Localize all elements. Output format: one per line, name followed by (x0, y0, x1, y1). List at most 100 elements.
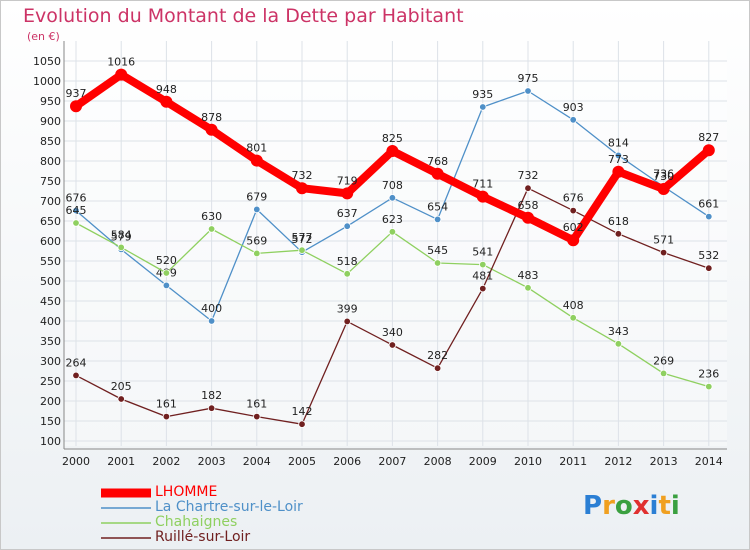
data-point-la-chartre-sur-le-loir (72, 206, 80, 215)
data-point-lhomme (115, 68, 128, 81)
data-point-lhomme (70, 100, 82, 113)
data-label-lhomme: 730 (653, 170, 674, 183)
data-point-ruill-sur-loir (72, 371, 80, 380)
data-point-lhomme (160, 95, 173, 108)
data-label-ruill-sur-loir: 676 (563, 192, 584, 205)
x-tick-label: 2010 (514, 455, 542, 468)
data-point-lhomme (657, 183, 670, 195)
data-label-chahaignes: 408 (563, 299, 584, 312)
data-label-la-chartre-sur-le-loir: 814 (608, 136, 629, 149)
logo-letter: P (583, 491, 603, 521)
data-point-chahaignes (433, 259, 442, 267)
y-tick-label: 450 (40, 295, 61, 308)
data-point-chahaignes (72, 219, 80, 227)
data-label-ruill-sur-loir: 340 (382, 326, 403, 339)
legend-label-ruille: Ruillé-sur-Loir (155, 529, 251, 545)
data-point-la-chartre-sur-le-loir (569, 116, 577, 124)
data-point-ruill-sur-loir (117, 395, 125, 403)
data-label-lhomme: 773 (608, 153, 629, 166)
logo-letter: x (632, 491, 650, 521)
data-point-ruill-sur-loir (524, 184, 532, 192)
data-point-ruill-sur-loir (569, 206, 577, 215)
data-point-lhomme (476, 190, 489, 203)
x-tick-label: 2012 (604, 455, 632, 468)
data-point-la-chartre-sur-le-loir (614, 151, 623, 160)
data-label-lhomme: 719 (337, 174, 358, 187)
data-point-la-chartre-sur-le-loir (253, 205, 261, 214)
data-label-ruill-sur-loir: 264 (66, 356, 87, 369)
data-label-chahaignes: 623 (382, 213, 403, 226)
logo-letter: t (658, 491, 671, 521)
data-label-chahaignes: 569 (246, 234, 267, 247)
y-tick-label: 1000 (33, 75, 61, 88)
data-label-chahaignes: 520 (156, 254, 177, 267)
data-point-lhomme (702, 144, 715, 157)
y-tick-label: 250 (40, 375, 61, 388)
x-tick-label: 2011 (559, 455, 587, 468)
data-point-ruill-sur-loir (614, 230, 623, 238)
data-point-chahaignes (614, 340, 623, 348)
data-point-la-chartre-sur-le-loir (207, 317, 216, 325)
y-tick-label: 400 (40, 315, 61, 328)
data-point-lhomme (612, 165, 625, 178)
data-label-chahaignes: 630 (201, 210, 222, 223)
y-tick-label: 500 (40, 275, 61, 288)
data-point-la-chartre-sur-le-loir (433, 215, 442, 224)
data-point-chahaignes (569, 314, 577, 322)
data-point-lhomme (205, 123, 218, 136)
data-point-ruill-sur-loir (207, 404, 216, 412)
data-label-lhomme: 948 (156, 83, 177, 96)
y-tick-label: 950 (40, 95, 61, 108)
data-point-chahaignes (479, 260, 487, 269)
data-label-ruill-sur-loir: 142 (292, 405, 313, 418)
data-label-chahaignes: 577 (292, 231, 313, 244)
data-label-lhomme: 878 (201, 111, 222, 124)
data-point-la-chartre-sur-le-loir (705, 212, 713, 221)
data-point-ruill-sur-loir (253, 412, 261, 421)
data-point-ruill-sur-loir (705, 264, 713, 272)
y-tick-label: 150 (40, 415, 61, 428)
logo-letter: o (614, 491, 633, 521)
x-tick-label: 2003 (198, 455, 226, 468)
unit-label: (en €) (27, 30, 60, 43)
data-label-la-chartre-sur-le-loir: 661 (698, 198, 719, 211)
data-label-lhomme: 825 (382, 132, 403, 145)
logo-letter: i (670, 491, 680, 521)
data-point-chahaignes (343, 270, 351, 278)
data-label-lhomme: 801 (246, 142, 267, 155)
data-label-lhomme: 768 (427, 155, 448, 168)
data-point-lhomme (386, 145, 399, 157)
data-label-chahaignes: 269 (653, 354, 674, 367)
legend-label-la-chartre: La Chartre-sur-le-Loir (155, 499, 303, 515)
data-point-chahaignes (117, 243, 125, 252)
data-point-lhomme (250, 154, 263, 167)
data-point-lhomme (296, 182, 308, 195)
data-label-ruill-sur-loir: 399 (337, 302, 358, 315)
y-tick-label: 200 (40, 395, 61, 408)
data-label-ruill-sur-loir: 732 (518, 169, 539, 182)
data-point-ruill-sur-loir (659, 248, 668, 257)
data-label-la-chartre-sur-le-loir: 579 (111, 230, 132, 243)
x-tick-label: 2013 (650, 455, 678, 468)
y-tick-label: 700 (40, 195, 61, 208)
data-label-chahaignes: 645 (66, 204, 87, 217)
x-tick-label: 2007 (378, 455, 406, 468)
data-label-ruill-sur-loir: 182 (201, 389, 222, 402)
x-tick-label: 2000 (62, 455, 90, 468)
data-point-lhomme (567, 234, 580, 247)
y-tick-label: 750 (40, 175, 61, 188)
y-tick-label: 600 (40, 235, 61, 248)
data-point-chahaignes (705, 382, 713, 391)
data-label-ruill-sur-loir: 205 (111, 380, 132, 393)
data-label-la-chartre-sur-le-loir: 637 (337, 207, 358, 220)
data-label-ruill-sur-loir: 481 (472, 270, 493, 283)
data-point-chahaignes (253, 249, 261, 258)
x-tick-label: 2008 (424, 455, 452, 468)
data-point-la-chartre-sur-le-loir (388, 194, 397, 202)
data-label-la-chartre-sur-le-loir: 903 (563, 101, 584, 114)
x-tick-label: 2004 (243, 455, 271, 468)
data-label-ruill-sur-loir: 282 (427, 349, 448, 362)
y-tick-label: 800 (40, 155, 61, 168)
